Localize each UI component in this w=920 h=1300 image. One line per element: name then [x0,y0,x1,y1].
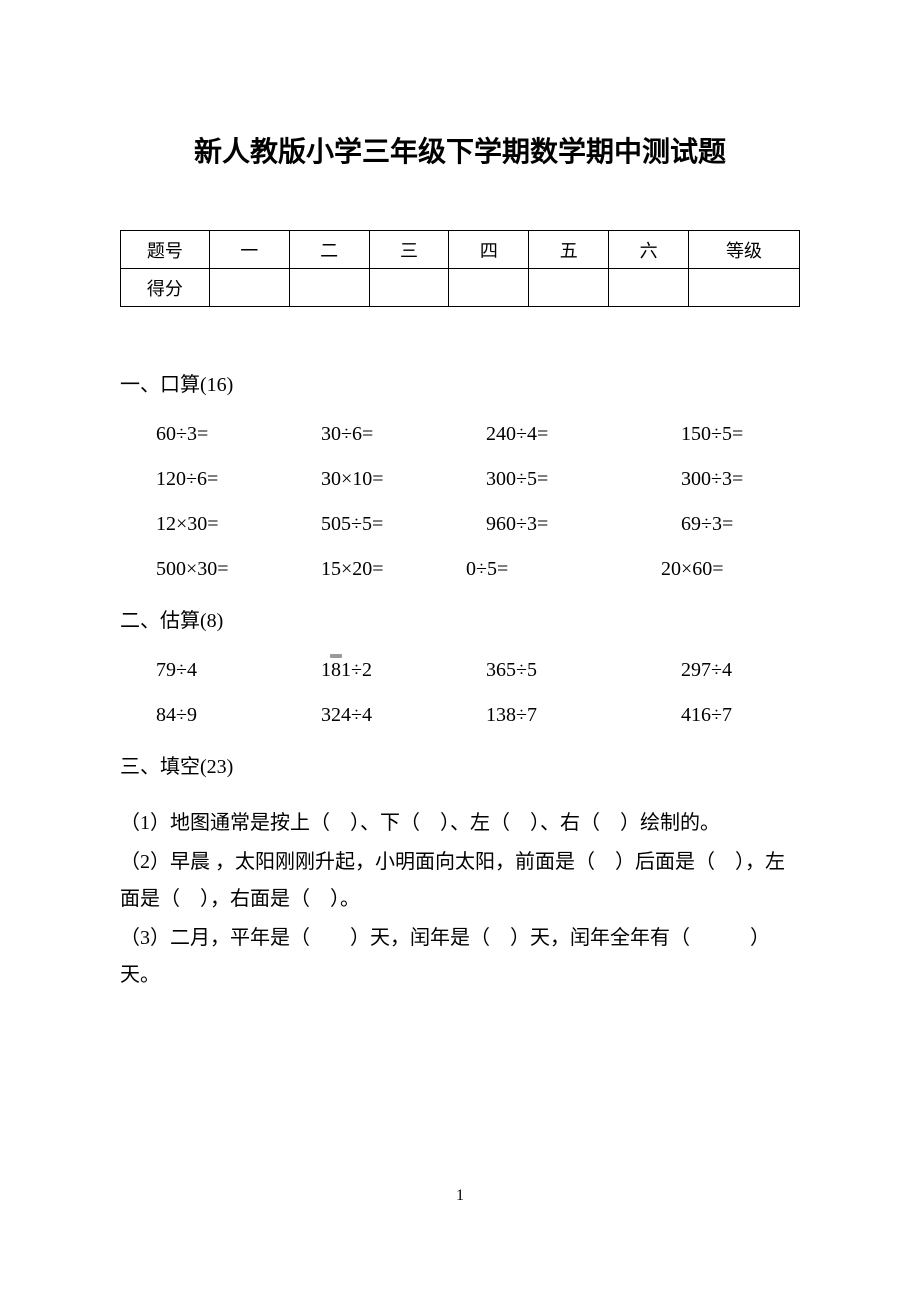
page-number: 1 [0,1187,920,1205]
calc-item: 69÷3= [681,513,800,536]
col-header: 六 [609,231,689,269]
document-title: 新人教版小学三年级下学期数学期中测试题 [120,130,800,170]
score-cell [369,269,449,307]
calc-item: 0÷5= [466,558,681,581]
col-header: 五 [529,231,609,269]
fill-question: （2）早晨 ，太阳刚刚升起，小明面向太阳，前面是（ ）后面是（ ），左面是（ ）… [120,844,800,918]
score-table: 题号 一 二 三 四 五 六 等级 得分 [120,230,800,307]
calc-item: 12×30= [156,513,321,536]
calc-item: 84÷9 [156,704,321,727]
table-row: 得分 [121,269,800,307]
calc-item: 15×20= [321,558,486,581]
col-header: 四 [449,231,529,269]
calc-item: 500×30= [156,558,321,581]
score-cell [609,269,689,307]
col-header: 三 [369,231,449,269]
calc-row: 79÷4 181÷2 365÷5 297÷4 [120,659,800,682]
calc-item: 297÷4 [681,659,800,682]
calc-item: 300÷3= [681,468,800,491]
col-header: 等级 [689,231,800,269]
calc-row: 12×30= 505÷5= 960÷3= 69÷3= [120,513,800,536]
calc-item: 20×60= [661,558,800,581]
score-cell [449,269,529,307]
section-3-heading: 三、填空(23) [120,749,800,785]
score-cell [289,269,369,307]
col-header: 二 [289,231,369,269]
calc-item: 60÷3= [156,423,321,446]
calc-row: 60÷3= 30÷6= 240÷4= 150÷5= [120,423,800,446]
calc-item: 30÷6= [321,423,486,446]
score-cell [529,269,609,307]
calc-item: 300÷5= [486,468,681,491]
section-2-heading: 二、估算(8) [120,603,800,639]
row-label: 得分 [121,269,210,307]
calc-item: 120÷6= [156,468,321,491]
calc-item: 79÷4 [156,659,321,682]
calc-item: 416÷7 [681,704,800,727]
calc-item: 181÷2 [321,659,486,682]
calc-item: 505÷5= [321,513,486,536]
row-label: 题号 [121,231,210,269]
table-row: 题号 一 二 三 四 五 六 等级 [121,231,800,269]
fill-question: （3）二月，平年是（ ）天，闰年是（ ）天，闰年全年有（ ）天。 [120,920,800,994]
calc-row: 120÷6= 30×10= 300÷5= 300÷3= [120,468,800,491]
section-1-heading: 一、口算(16) [120,367,800,403]
calc-row: 84÷9 324÷4 138÷7 416÷7 [120,704,800,727]
calc-item: 365÷5 [486,659,681,682]
calc-item: 324÷4 [321,704,486,727]
calc-item: 240÷4= [486,423,681,446]
score-cell [689,269,800,307]
col-header: 一 [209,231,289,269]
calc-item: 30×10= [321,468,486,491]
calc-item: 138÷7 [486,704,681,727]
score-cell [209,269,289,307]
fill-question: （1）地图通常是按上（ ）、下（ ）、左（ ）、右（ ）绘制的。 [120,805,800,842]
watermark-icon [330,654,342,658]
calc-item: 150÷5= [681,423,800,446]
calc-row: 500×30= 15×20= 0÷5= 20×60= [120,558,800,581]
calc-item: 960÷3= [486,513,681,536]
